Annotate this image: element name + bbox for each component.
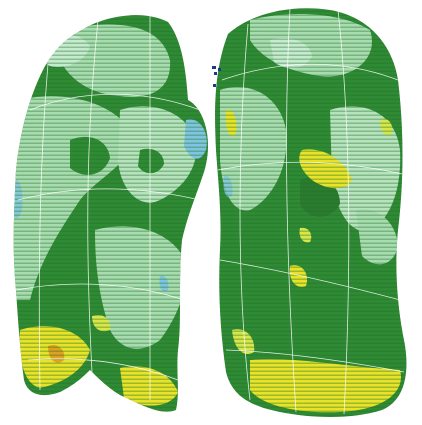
left-lobe	[13, 15, 209, 412]
outlier-points	[212, 66, 221, 87]
right-lobe	[215, 8, 407, 418]
